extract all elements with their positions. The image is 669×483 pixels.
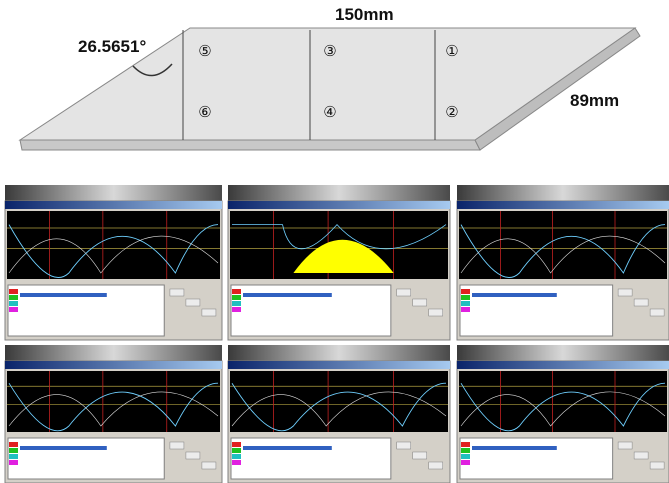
table-highlight <box>472 293 557 297</box>
camera-strip <box>5 185 222 201</box>
color-swatch <box>232 454 241 459</box>
control-button <box>397 289 411 296</box>
color-swatch <box>9 442 18 447</box>
color-swatch <box>9 460 18 465</box>
plot-area <box>230 371 448 432</box>
screenshots <box>5 185 669 483</box>
title-bar <box>457 361 669 369</box>
control-button <box>186 452 200 459</box>
color-swatch <box>232 289 241 294</box>
color-swatch <box>9 448 18 453</box>
color-swatch <box>461 307 470 312</box>
color-swatch <box>9 301 18 306</box>
table-highlight <box>472 446 557 450</box>
control-button <box>618 442 632 449</box>
color-swatch <box>461 289 470 294</box>
color-swatch <box>232 442 241 447</box>
color-swatch <box>232 301 241 306</box>
title-bar <box>228 201 450 209</box>
plot-area <box>7 211 220 279</box>
color-swatch <box>232 295 241 300</box>
control-button <box>650 309 664 316</box>
data-table <box>8 285 164 336</box>
control-button <box>186 299 200 306</box>
data-table <box>231 438 391 479</box>
color-swatch <box>232 448 241 453</box>
control-button <box>202 309 216 316</box>
color-swatch <box>461 295 470 300</box>
point-label: ③ <box>323 43 336 60</box>
camera-strip <box>228 185 450 201</box>
data-table <box>231 285 391 336</box>
table-highlight <box>20 446 107 450</box>
color-swatch <box>461 460 470 465</box>
point-label: ② <box>445 104 458 121</box>
color-swatch <box>9 454 18 459</box>
table-highlight <box>243 446 332 450</box>
camera-strip <box>228 345 450 361</box>
table-highlight <box>20 293 107 297</box>
control-button <box>170 442 184 449</box>
color-swatch <box>461 454 470 459</box>
control-button <box>429 309 443 316</box>
camera-strip <box>457 345 669 361</box>
control-button <box>397 442 411 449</box>
point-label: ⑤ <box>198 43 211 60</box>
title-bar <box>457 201 669 209</box>
control-button <box>202 462 216 469</box>
plot-area <box>459 211 667 279</box>
color-swatch <box>9 307 18 312</box>
length-label: 150mm <box>335 5 394 24</box>
control-button <box>170 289 184 296</box>
plate-front <box>20 140 480 150</box>
title-bar <box>5 201 222 209</box>
control-button <box>429 462 443 469</box>
point-label: ⑥ <box>198 104 211 121</box>
plot-area <box>7 371 220 432</box>
point-label: ① <box>445 43 458 60</box>
control-button <box>413 452 427 459</box>
color-swatch <box>9 289 18 294</box>
title-bar <box>228 361 450 369</box>
point-label: ④ <box>323 104 336 121</box>
control-button <box>634 299 648 306</box>
control-button <box>634 452 648 459</box>
page: 150mm 26.5651° 89mm ⑤ ③ ① ⑥ ④ ② (() => {… <box>0 0 669 483</box>
figure: 150mm 26.5651° 89mm ⑤ ③ ① ⑥ ④ ② <box>0 0 669 483</box>
color-swatch <box>232 307 241 312</box>
color-swatch <box>461 301 470 306</box>
color-swatch <box>232 460 241 465</box>
color-swatch <box>461 442 470 447</box>
angle-label: 26.5651° <box>78 37 146 56</box>
title-bar <box>5 361 222 369</box>
control-button <box>618 289 632 296</box>
color-swatch <box>461 448 470 453</box>
control-button <box>413 299 427 306</box>
table-highlight <box>243 293 332 297</box>
data-table <box>8 438 164 479</box>
data-table <box>460 438 613 479</box>
control-button <box>650 462 664 469</box>
plot-area <box>459 371 667 432</box>
camera-strip <box>5 345 222 361</box>
width-label: 89mm <box>570 91 619 110</box>
camera-strip <box>457 185 669 201</box>
data-table <box>460 285 613 336</box>
color-swatch <box>9 295 18 300</box>
